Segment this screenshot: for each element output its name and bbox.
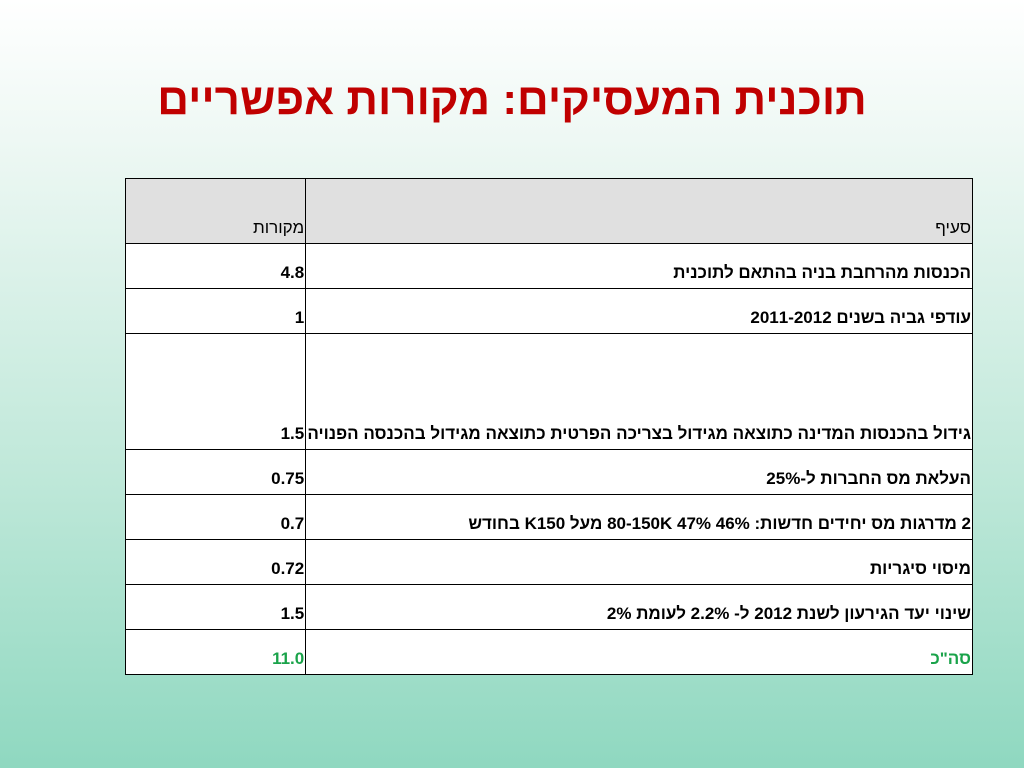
row-value: 0.7 [124, 494, 307, 540]
row-value: 1.5 [124, 584, 307, 630]
header-sources: מקורות [124, 178, 307, 244]
total-label: סה"כ [305, 629, 973, 675]
table-total-row: סה"כ 11.0 [124, 629, 973, 675]
row-value: 0.72 [124, 539, 307, 585]
row-item: הכנסות מהרחבת בניה בהתאם לתוכנית [305, 243, 973, 289]
header-item: סעיף [305, 178, 973, 244]
slide-title: תוכנית המעסיקים: מקורות אפשריים [157, 75, 867, 124]
row-value-text: 1.5 [280, 604, 305, 623]
total-value: 11.0 [124, 629, 307, 675]
row-item: מיסוי סיגריות [305, 539, 973, 585]
sources-table-container: סעיף מקורות הכנסות מהרחבת בניה בהתאם לתו… [124, 178, 973, 675]
sources-table: סעיף מקורות הכנסות מהרחבת בניה בהתאם לתו… [124, 178, 973, 675]
row-value-text: 0.75 [271, 469, 305, 488]
table-row: מיסוי סיגריות 0.72 [124, 539, 973, 585]
row-value-text: 0.7 [280, 514, 305, 533]
row-value: 4.8 [124, 243, 307, 289]
row-value: 1 [124, 288, 307, 334]
row-item: עודפי גביה בשנים 2011-2012 [305, 288, 973, 334]
row-value-text: 4.8 [280, 263, 305, 282]
row-item: שינוי יעד הגירעון לשנת 2012 ל- 2.2% לעומ… [305, 584, 973, 630]
row-item: 2 מדרגות מס יחידים חדשות: 46% 80-150K 47… [305, 494, 973, 540]
table-row: גידול בהכנסות המדינה כתוצאה מגידול בצריכ… [124, 333, 973, 450]
table-row: שינוי יעד הגירעון לשנת 2012 ל- 2.2% לעומ… [124, 584, 973, 630]
row-value-text: 1.5 [280, 424, 305, 443]
row-value-text: 0.72 [271, 559, 305, 578]
table-row: עודפי גביה בשנים 2011-2012 1 [124, 288, 973, 334]
total-value-text: 11.0 [272, 649, 305, 668]
table-row: 2 מדרגות מס יחידים חדשות: 46% 80-150K 47… [124, 494, 973, 540]
table-row: העלאת מס החברות ל-25% 0.75 [124, 449, 973, 495]
row-item: גידול בהכנסות המדינה כתוצאה מגידול בצריכ… [305, 333, 973, 450]
row-value: 1.5 [124, 333, 307, 450]
table-row: הכנסות מהרחבת בניה בהתאם לתוכנית 4.8 [124, 243, 973, 289]
row-item: העלאת מס החברות ל-25% [305, 449, 973, 495]
row-value-text: 1 [294, 308, 305, 327]
table-header-row: סעיף מקורות [124, 178, 973, 244]
row-value: 0.75 [124, 449, 307, 495]
